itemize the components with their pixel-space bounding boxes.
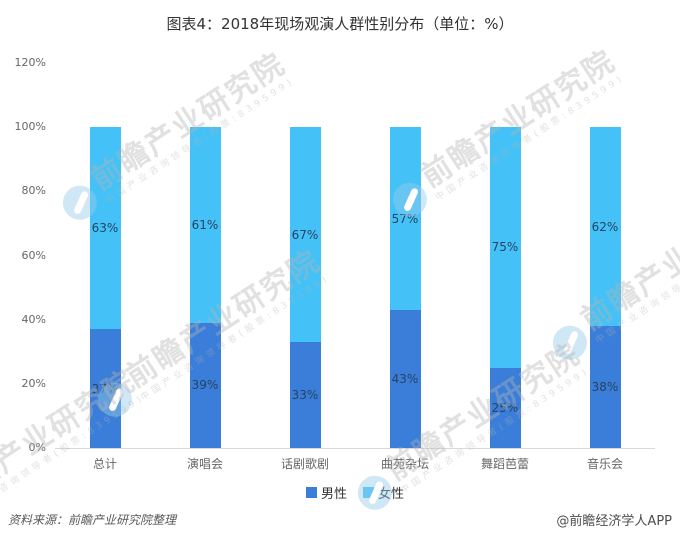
data-label: 62%	[591, 219, 619, 234]
bar-column: 62% 38%	[555, 63, 655, 448]
y-tick-label: 100%	[14, 120, 46, 134]
category-axis: 总计 演唱会 话剧歌剧 曲苑杂坛 舞蹈芭蕾 音乐会	[55, 455, 655, 472]
plot-area: 63% 37% 61% 39% 67% 33% 57% 43% 75% 25% 62% 38%	[55, 63, 655, 449]
data-label: 38%	[591, 380, 619, 395]
y-tick-label: 40%	[21, 312, 46, 326]
data-label: 57%	[391, 211, 419, 226]
data-label: 39%	[191, 378, 219, 393]
bar-segment-女性[interactable]: 57%	[389, 127, 421, 311]
legend-label: 女性	[378, 487, 405, 502]
bar-column: 63% 37%	[55, 63, 155, 448]
bar-column: 57% 43%	[355, 63, 455, 448]
chart-title: 图表4：2018年现场观演人群性别分布（单位：%）	[166, 15, 514, 33]
stacked-bar-5[interactable]: 75% 25%	[489, 127, 521, 448]
bar-segment-男性[interactable]: 38%	[589, 326, 621, 448]
bar-segment-男性[interactable]: 37%	[89, 329, 121, 448]
y-tick-label: 120%	[14, 56, 46, 69]
bar-column: 75% 25%	[455, 63, 555, 448]
data-label: 61%	[191, 218, 219, 233]
stacked-bar-2[interactable]: 61% 39%	[189, 127, 221, 448]
stacked-bar-4[interactable]: 57% 43%	[389, 127, 421, 448]
bar-segment-女性[interactable]: 67%	[289, 127, 321, 343]
data-label: 37%	[91, 381, 119, 396]
data-label: 75%	[491, 240, 519, 255]
bar-segment-女性[interactable]: 75%	[489, 127, 521, 368]
bar-segment-男性[interactable]: 25%	[489, 367, 521, 448]
y-tick-label: 60%	[21, 248, 46, 262]
stacked-bar-1[interactable]: 63% 37%	[89, 127, 121, 448]
data-label: 25%	[491, 400, 519, 415]
stacked-bar-3[interactable]: 67% 33%	[289, 127, 321, 448]
legend-label: 男性	[320, 487, 347, 502]
legend-swatch-icon	[305, 487, 317, 498]
category-label: 演唱会	[186, 457, 223, 471]
bar-segment-男性[interactable]: 43%	[389, 310, 421, 448]
bar-segment-女性[interactable]: 61%	[189, 127, 221, 323]
category-label: 总计	[92, 457, 117, 471]
legend-item-女性[interactable]: 女性	[363, 483, 404, 502]
bar-segment-女性[interactable]: 62%	[589, 127, 621, 327]
bar-column: 61% 39%	[155, 63, 255, 448]
category-label: 舞蹈芭蕾	[480, 457, 529, 471]
y-tick-label: 80%	[21, 184, 46, 198]
footer: 资料来源：前瞻产业研究院整理 @前瞻经济学人APP	[8, 510, 672, 529]
bar-segment-女性[interactable]: 63%	[89, 127, 121, 330]
y-tick-label: 0%	[28, 441, 46, 454]
data-label: 43%	[391, 372, 419, 387]
legend-swatch-icon	[363, 487, 374, 498]
data-label: 33%	[291, 388, 319, 403]
category-label: 话剧歌剧	[280, 457, 329, 471]
source-note: 资料来源：前瞻产业研究院整理	[8, 513, 177, 527]
bar-segment-男性[interactable]: 33%	[289, 342, 321, 448]
stacked-bar-6[interactable]: 62% 38%	[589, 127, 621, 448]
category-label: 音乐会	[586, 457, 623, 471]
legend-item-男性[interactable]: 男性	[305, 483, 347, 502]
legend: 男性 女性	[55, 483, 655, 502]
y-tick-label: 20%	[21, 376, 46, 390]
brand-credit: @前瞻经济学人APP	[556, 514, 672, 529]
bar-segment-男性[interactable]: 39%	[189, 322, 221, 448]
bar-column: 67% 33%	[255, 63, 355, 448]
data-label: 63%	[91, 221, 119, 236]
data-label: 67%	[291, 227, 319, 242]
category-label: 曲苑杂坛	[380, 457, 429, 471]
